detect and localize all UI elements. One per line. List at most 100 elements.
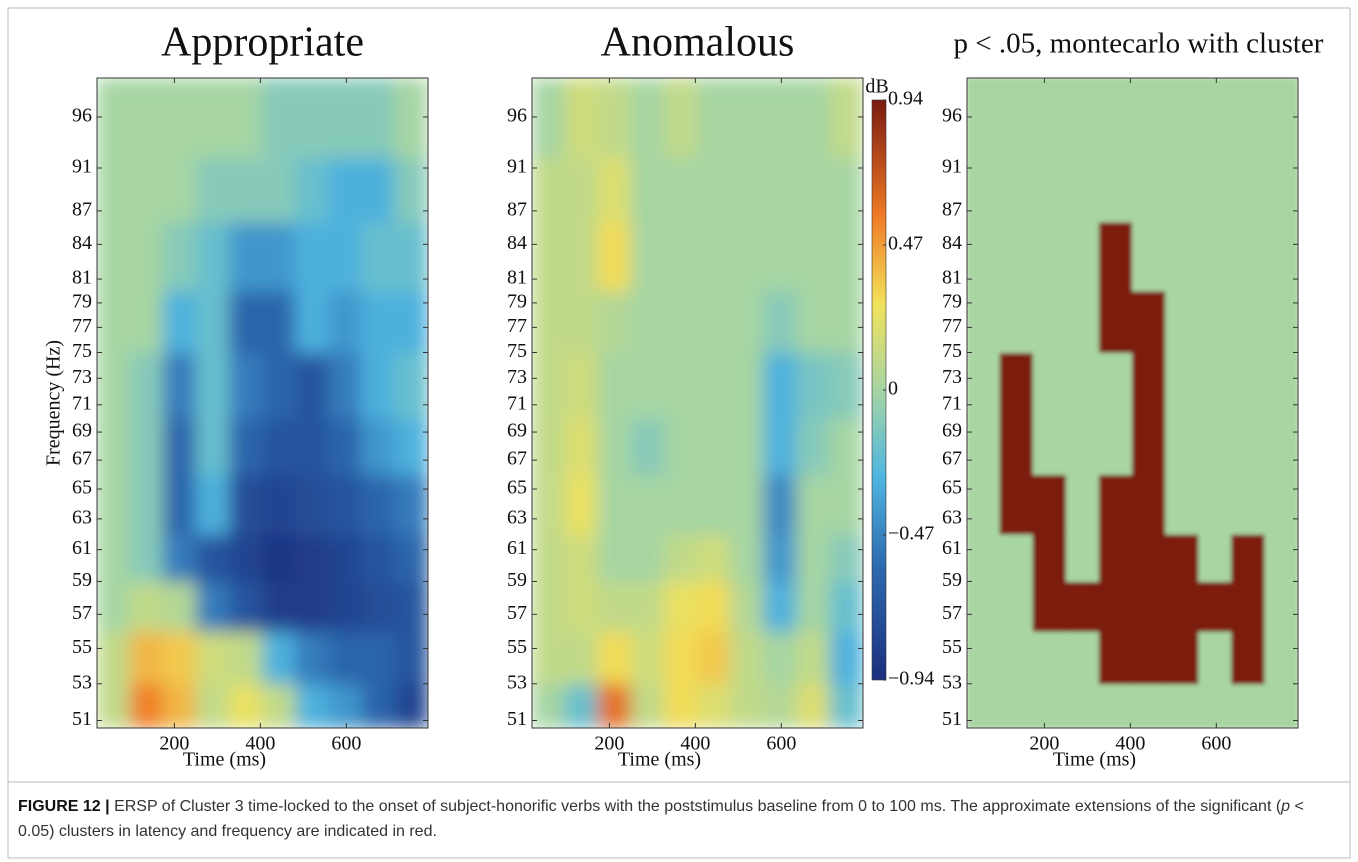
cell [796,78,831,159]
cell [1198,78,1233,159]
cell [1132,473,1167,535]
cell [1198,157,1233,223]
cell [697,221,732,292]
cell [730,630,765,685]
cell [97,630,131,685]
cell [394,351,428,419]
cell [796,351,831,419]
x-tick-label: 600 [766,733,796,755]
cell [361,78,396,159]
y-tick-label: 51 [942,708,962,730]
cell [361,580,396,632]
cell [1098,417,1133,475]
plot-border [966,77,1299,729]
cell [162,417,197,475]
colorbar-label: dB [865,76,888,98]
cell [97,221,131,292]
cell [97,78,131,159]
cell [328,533,363,582]
y-tick-label: 67 [942,448,962,470]
cell [262,630,297,685]
cell [1032,417,1067,475]
cell [829,473,863,535]
cell [999,351,1034,419]
colorbar-tick-label: 0.47 [888,233,923,255]
cell [195,290,230,353]
cell [730,417,765,475]
cell [394,580,428,632]
colorbar-tick-label: −0.94 [888,668,934,690]
heatmap-cells [967,78,1298,728]
cell [394,533,428,582]
cell [597,351,632,419]
heatmap-cells [97,78,428,728]
cell [1231,351,1266,419]
cell [630,157,665,223]
cell [262,221,297,292]
x-tick-label: 400 [680,733,710,755]
y-tick-label: 91 [72,156,92,178]
cell [1198,533,1233,582]
cell [597,157,632,223]
cell [967,290,1001,353]
cell [730,78,765,159]
cell [1132,290,1167,353]
cell [730,580,765,632]
cell [1198,221,1233,292]
cell [361,683,396,728]
y-tick-label: 53 [507,671,527,693]
y-tick-label: 84 [942,232,962,254]
cell [663,580,698,632]
y-tick-label: 65 [507,477,527,499]
cell [1231,157,1266,223]
cell [1231,473,1266,535]
cell [328,417,363,475]
y-tick-label: 75 [942,340,962,362]
cell [532,78,566,159]
y-tick-label: 75 [507,340,527,362]
cell [1065,533,1100,582]
cell [663,78,698,159]
cell [829,157,863,223]
cell [361,290,396,353]
cell [228,351,263,419]
frame [7,7,1351,859]
heatmap [97,78,428,728]
cell [228,683,263,728]
cell [129,630,164,685]
cell [999,78,1034,159]
y-tick-label: 69 [72,420,92,442]
cell [532,417,566,475]
cell [796,417,831,475]
cell [663,157,698,223]
cell [295,290,330,353]
cell [967,473,1001,535]
y-tick-label: 61 [507,537,527,559]
cell [1264,580,1298,632]
cell [361,417,396,475]
panel-title: Anomalous [601,20,795,66]
y-tick-label: 87 [507,198,527,220]
cell [195,351,230,419]
y-tick-label: 63 [942,506,962,528]
caption-text: ERSP of Cluster 3 time-locked to the ons… [114,798,1282,815]
cell [630,683,665,728]
y-tick-label: 57 [72,602,92,624]
cell [1231,417,1266,475]
caption-text: < 0.05) clusters in latency and frequenc… [18,798,1304,840]
cell [1098,221,1133,292]
cell [228,290,263,353]
y-tick-label: 84 [507,232,527,254]
y-tick-label: 91 [507,156,527,178]
cell [730,533,765,582]
cell [630,290,665,353]
cell [262,580,297,632]
cell [564,417,599,475]
cell [1065,221,1100,292]
cell [796,290,831,353]
cell [295,533,330,582]
cell [697,351,732,419]
cell [361,221,396,292]
cell [129,683,164,728]
cell [1132,221,1167,292]
